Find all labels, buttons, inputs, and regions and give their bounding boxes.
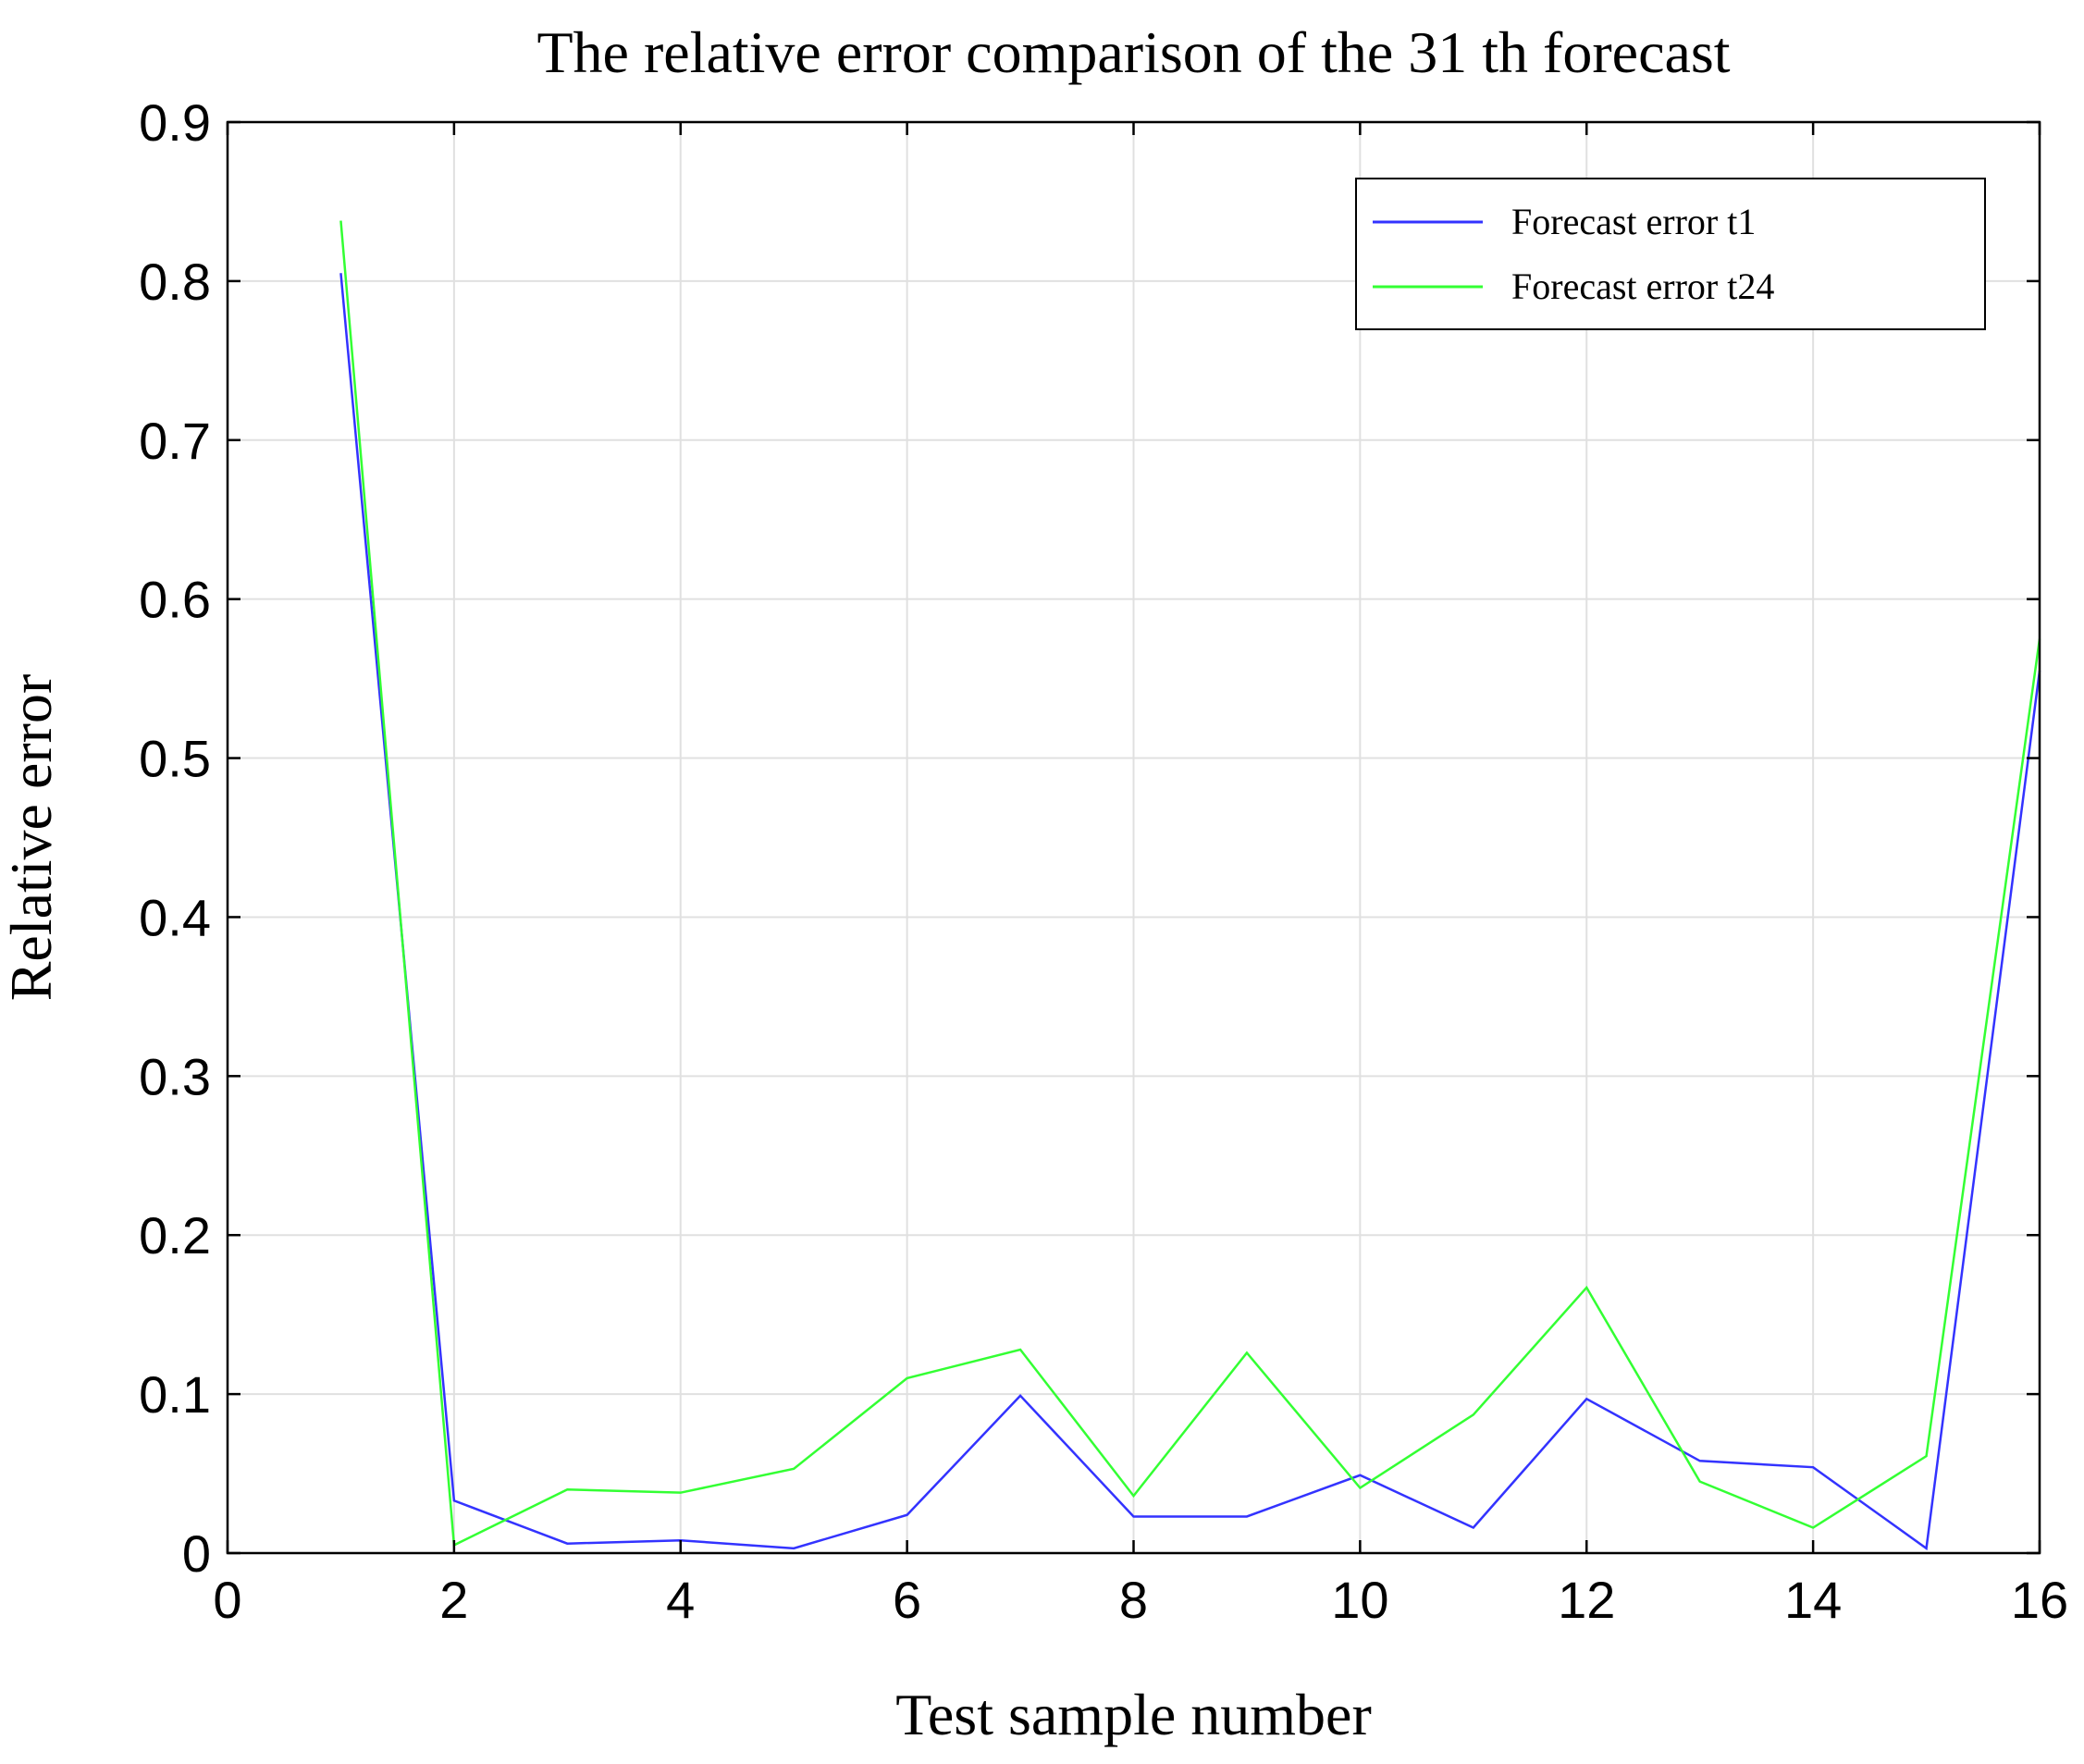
legend-box: [1355, 178, 1986, 330]
y-tick-label: 0.1: [139, 1365, 211, 1424]
grid: [228, 122, 2040, 1553]
x-tick-label: 2: [439, 1571, 468, 1629]
y-tick-label: 0.6: [139, 571, 211, 629]
y-tick-label: 0.2: [139, 1206, 211, 1264]
legend-label-forecast-error-t1: Forecast error t1: [1511, 201, 1756, 242]
series-line-forecast-error-t24: [339, 220, 2041, 1548]
y-tick-label: 0: [182, 1524, 211, 1583]
legend-label-forecast-error-t24: Forecast error t24: [1511, 265, 1774, 307]
x-tick-labels: 0 2 4 6 8 10 12 14 16: [213, 1571, 2068, 1629]
y-tick-label: 0.4: [139, 888, 211, 946]
chart-title: The relative error comparison of the 31 …: [536, 19, 1730, 85]
y-axis-label: Relative error: [0, 674, 64, 1002]
x-tick-label: 10: [1331, 1571, 1388, 1629]
y-tick-label: 0.8: [139, 253, 211, 311]
series-group: [339, 220, 2041, 1551]
legend: Forecast error t1 Forecast error t24: [1355, 178, 1986, 330]
x-tick-label: 16: [2011, 1571, 2068, 1629]
x-tick-label: 12: [1558, 1571, 1615, 1629]
y-tick-label: 0.3: [139, 1047, 211, 1105]
x-tick-label: 4: [666, 1571, 695, 1629]
y-tick-label: 0.5: [139, 730, 211, 788]
x-tick-label: 14: [1784, 1571, 1842, 1629]
series-line-forecast-error-t1: [339, 273, 2041, 1551]
x-axis-label: Test sample number: [895, 1682, 1372, 1747]
x-tick-label: 6: [893, 1571, 921, 1629]
y-tick-label: 0.7: [139, 412, 211, 470]
y-tick-labels: 0 0.1 0.2 0.3 0.4 0.5 0.6 0.7 0.8 0.9: [139, 93, 211, 1583]
x-tick-label: 0: [213, 1571, 241, 1629]
tick-marks: [226, 120, 2041, 1555]
x-tick-label: 8: [1119, 1571, 1148, 1629]
y-tick-label: 0.9: [139, 93, 211, 152]
